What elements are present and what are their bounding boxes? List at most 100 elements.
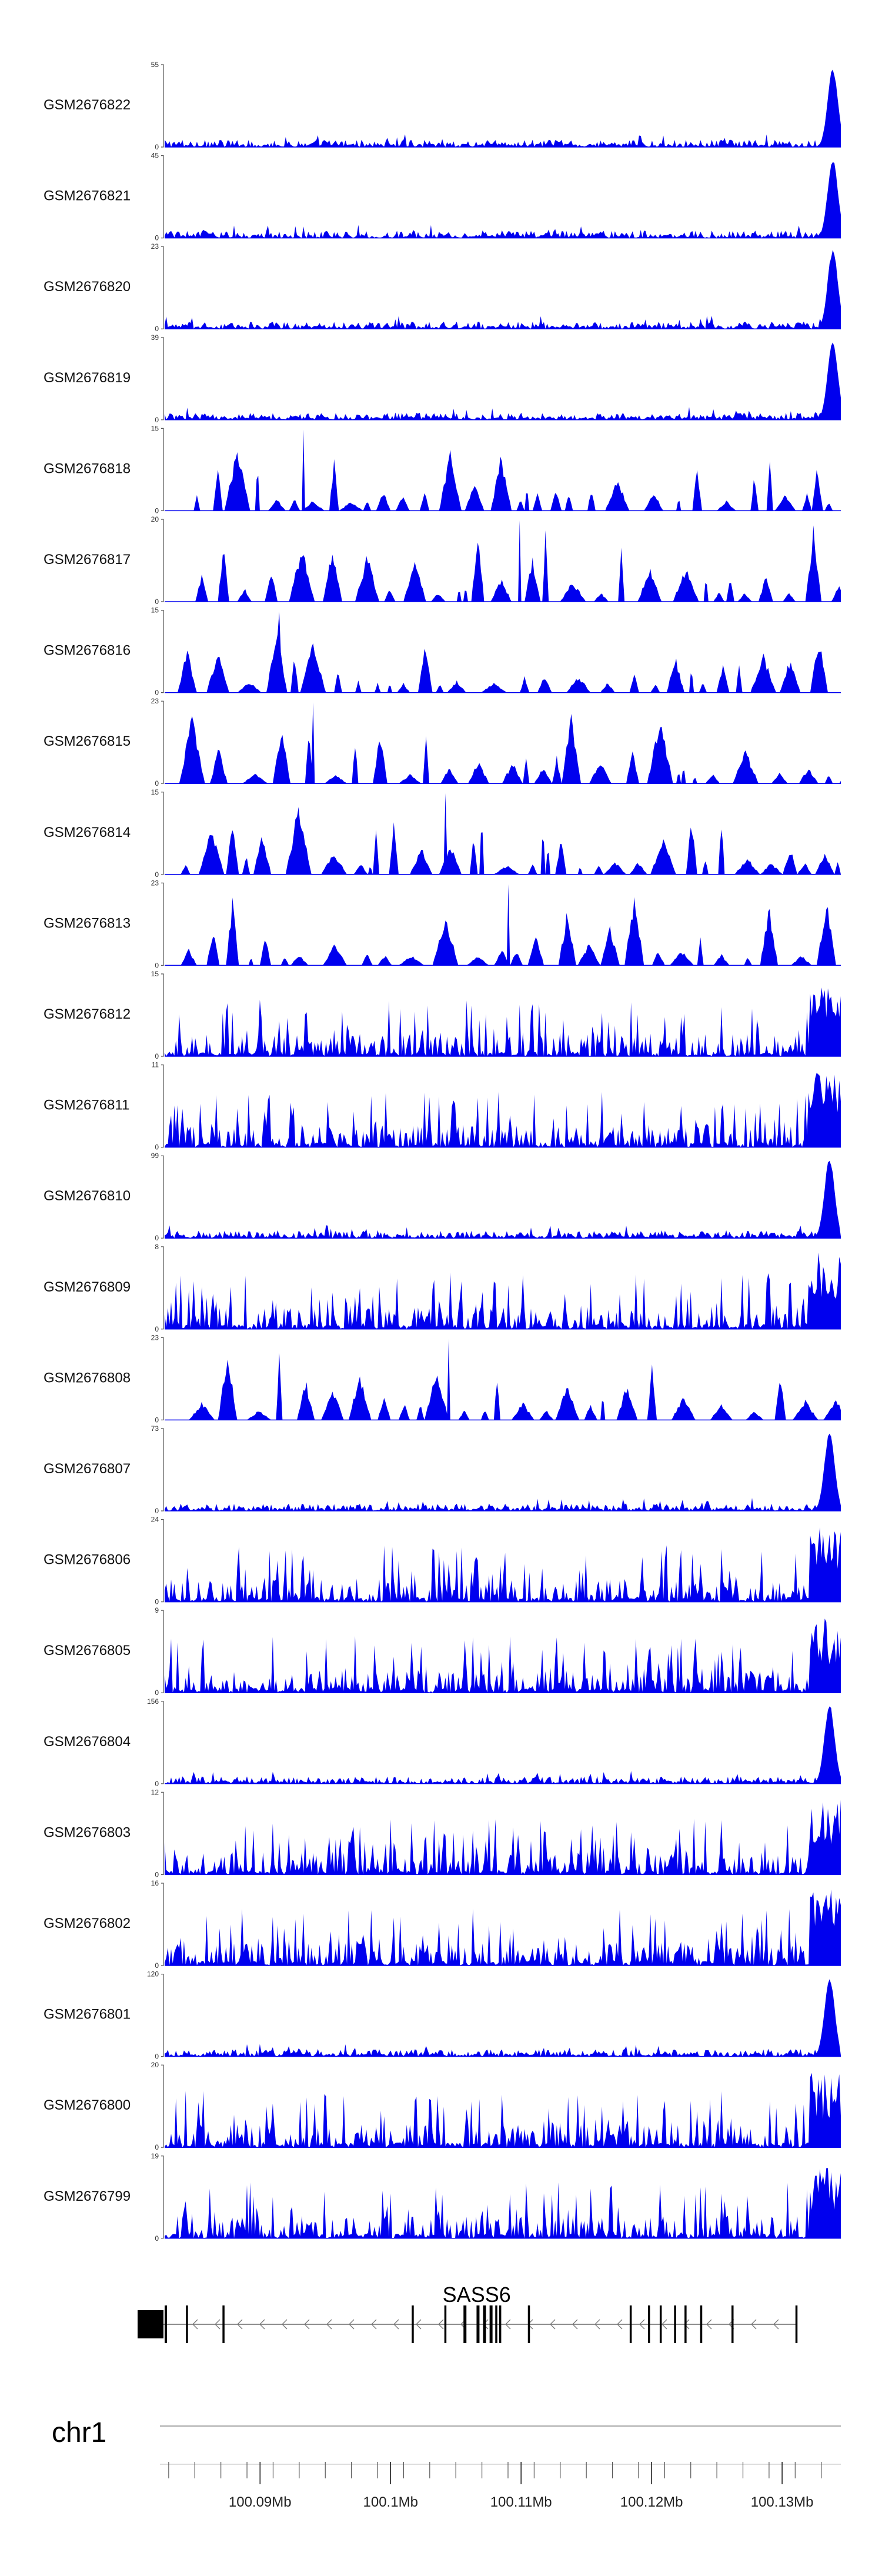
coverage-area xyxy=(165,1706,841,1784)
y-max-label: 24 xyxy=(151,1516,159,1524)
track-label: GSM2676819 xyxy=(44,370,131,386)
y-max-label: 8 xyxy=(155,1243,159,1251)
strand-arrow xyxy=(304,2319,310,2330)
y-zero-label: 0 xyxy=(155,1416,159,1424)
track-GSM2676818: GSM2676818 15 0 xyxy=(44,424,841,515)
strand-arrow xyxy=(617,2319,623,2330)
exon xyxy=(499,2305,502,2343)
track-label: GSM2676820 xyxy=(44,279,131,295)
track-GSM2676806: GSM2676806 24 0 xyxy=(44,1516,841,1606)
track-label: GSM2676818 xyxy=(44,461,131,476)
track-GSM2676820: GSM2676820 23 0 xyxy=(44,242,841,333)
strand-arrow xyxy=(751,2319,757,2330)
strand-arrow xyxy=(773,2319,779,2330)
y-axis-bracket xyxy=(161,1065,164,1148)
axis-tick-label: 100.12Mb xyxy=(620,2494,683,2510)
exon xyxy=(489,2305,493,2343)
y-max-label: 11 xyxy=(152,1061,159,1069)
track-GSM2676819: GSM2676819 39 0 xyxy=(44,333,841,424)
y-zero-label: 0 xyxy=(155,2143,159,2151)
track-GSM2676799: GSM2676799 19 0 xyxy=(44,2152,841,2243)
exon xyxy=(165,2305,167,2343)
coverage-area xyxy=(165,1527,841,1602)
coverage-area xyxy=(165,884,841,966)
exon xyxy=(222,2305,225,2343)
coverage-area xyxy=(165,1160,841,1239)
y-zero-label: 0 xyxy=(155,961,159,969)
strand-arrow xyxy=(192,2319,198,2330)
track-label: GSM2676817 xyxy=(44,552,131,568)
track-label: GSM2676810 xyxy=(44,1188,131,1204)
strand-arrow xyxy=(237,2319,243,2330)
y-zero-label: 0 xyxy=(155,1143,159,1152)
y-zero-label: 0 xyxy=(155,1052,159,1060)
track-label: GSM2676814 xyxy=(44,825,131,840)
exon xyxy=(700,2305,703,2343)
y-max-label: 15 xyxy=(151,970,159,978)
genome-axis-track: chr1 100.09Mb 100.1Mb 100.11Mb 100.12Mb 100.… xyxy=(52,2417,841,2510)
y-zero-label: 0 xyxy=(155,506,159,515)
strand-arrow xyxy=(326,2319,332,2330)
y-axis-bracket xyxy=(161,1155,164,1239)
coverage-area xyxy=(165,342,841,420)
track-GSM2676817: GSM2676817 20 0 xyxy=(44,515,841,606)
coverage-area xyxy=(165,1073,841,1147)
track-GSM2676809: GSM2676809 8 0 xyxy=(44,1243,841,1333)
strand-arrow xyxy=(282,2319,288,2330)
exon xyxy=(629,2305,632,2343)
y-zero-label: 0 xyxy=(155,1234,159,1242)
y-max-label: 19 xyxy=(151,2152,159,2160)
y-zero-label: 0 xyxy=(155,1961,159,1970)
coverage-area xyxy=(165,2073,841,2148)
track-label: GSM2676801 xyxy=(44,2007,131,2023)
y-axis-bracket xyxy=(161,337,164,421)
strand-arrow xyxy=(416,2319,422,2330)
track-label: GSM2676816 xyxy=(44,643,131,659)
track-GSM2676800: GSM2676800 20 0 xyxy=(44,2061,841,2151)
exon xyxy=(463,2305,467,2343)
y-zero-label: 0 xyxy=(155,325,159,333)
y-axis-bracket xyxy=(161,2064,164,2148)
y-axis-bracket xyxy=(161,155,164,239)
y-zero-label: 0 xyxy=(155,1780,159,1788)
y-axis-bracket xyxy=(161,1791,164,1875)
y-zero-label: 0 xyxy=(155,2234,159,2243)
strand-arrow xyxy=(684,2319,690,2330)
y-max-label: 23 xyxy=(151,242,159,251)
coverage-area xyxy=(165,702,841,784)
coverage-area xyxy=(165,520,841,602)
track-GSM2676810: GSM2676810 99 0 xyxy=(44,1152,841,1242)
track-label: GSM2676803 xyxy=(44,1824,131,1840)
coverage-tracks: GSM2676822550GSM2676821450GSM2676820230G… xyxy=(44,61,841,2243)
y-axis-bracket xyxy=(161,64,164,148)
coverage-area xyxy=(165,1252,841,1329)
y-axis-bracket xyxy=(161,1337,164,1420)
track-label: GSM2676800 xyxy=(44,2097,131,2113)
y-axis-bracket xyxy=(161,1610,164,1693)
y-zero-label: 0 xyxy=(155,1870,159,1878)
y-max-label: 73 xyxy=(151,1424,159,1433)
track-GSM2676815: GSM2676815 23 0 xyxy=(44,697,841,788)
y-zero-label: 0 xyxy=(155,870,159,879)
coverage-area xyxy=(165,1800,841,1875)
strand-arrow xyxy=(259,2319,265,2330)
gene-name-label: SASS6 xyxy=(443,2283,511,2307)
y-max-label: 12 xyxy=(151,1788,159,1796)
track-label: GSM2676821 xyxy=(44,188,131,204)
y-max-label: 55 xyxy=(151,61,159,69)
exon xyxy=(483,2305,486,2343)
y-zero-label: 0 xyxy=(155,1689,159,1697)
track-label: GSM2676802 xyxy=(44,1916,131,1931)
y-max-label: 20 xyxy=(151,2061,159,2069)
exon xyxy=(186,2305,188,2343)
y-axis-bracket xyxy=(161,1519,164,1603)
track-label: GSM2676809 xyxy=(44,1279,131,1295)
track-label: GSM2676806 xyxy=(44,1552,131,1568)
track-GSM2676822: GSM2676822 55 0 xyxy=(44,61,841,151)
strand-arrow xyxy=(594,2319,600,2330)
y-max-label: 156 xyxy=(147,1697,159,1706)
strand-arrow xyxy=(393,2319,399,2330)
track-GSM2676803: GSM2676803 12 0 xyxy=(44,1788,841,1878)
coverage-area xyxy=(165,1889,841,1966)
